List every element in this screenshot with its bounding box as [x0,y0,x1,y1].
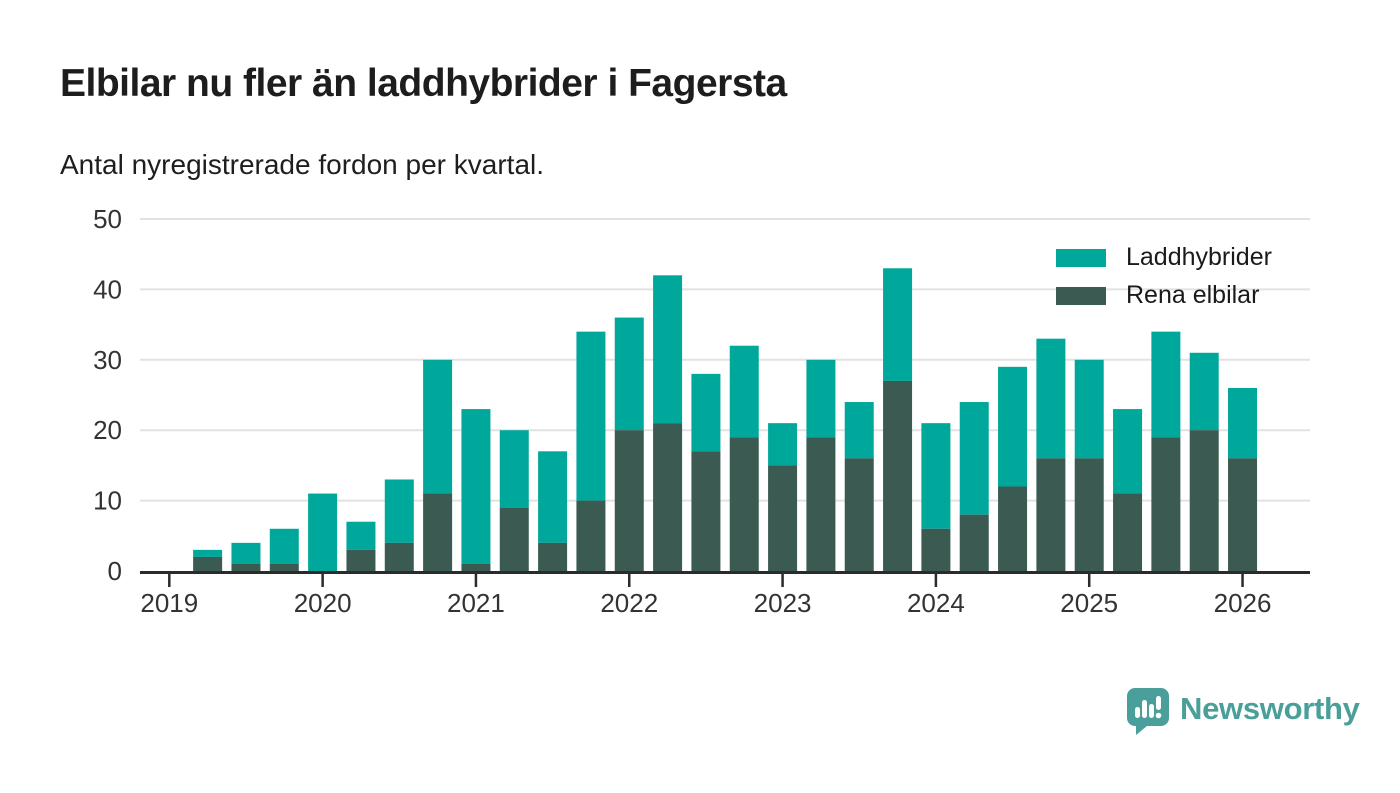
bar-segment-laddhybrider [231,542,261,564]
bar-segment-laddhybrider [269,528,299,564]
newsworthy-brand-name: Newsworthy [1180,691,1360,726]
bar-segment-rena-elbilar [499,507,529,571]
bar-segment-rena-elbilar [921,528,951,571]
legend-swatch-rena-elbilar-icon [1056,286,1106,305]
bar-segment-rena-elbilar [653,423,683,571]
bar-segment-rena-elbilar [461,563,491,571]
bar-segment-rena-elbilar [1189,430,1219,571]
legend-label: Laddhybrider [1126,243,1272,271]
bar-segment-laddhybrider [461,409,491,564]
bar-segment-rena-elbilar [538,542,568,571]
bar-segment-laddhybrider [1228,387,1258,459]
bar-segment-laddhybrider [614,317,644,431]
x-tick-label: 2026 [1214,588,1272,618]
bar-segment-laddhybrider [806,359,836,438]
y-tick-label: 0 [108,556,122,586]
bar-segment-rena-elbilar [346,549,376,571]
page-title: Elbilar nu fler än laddhybrider i Fagers… [60,62,787,105]
bar-segment-rena-elbilar [883,380,913,571]
bar-segment-laddhybrider [883,268,913,381]
bar-segment-rena-elbilar [423,493,453,571]
bar-segment-laddhybrider [423,359,453,494]
bar-segment-laddhybrider [1189,352,1219,431]
bar-segment-laddhybrider [384,479,414,543]
bar-segment-laddhybrider [308,493,338,571]
legend-label: Rena elbilar [1126,281,1260,309]
x-tick-label: 2020 [294,588,352,618]
bar-segment-laddhybrider [691,373,721,452]
y-tick-label: 40 [93,274,122,304]
bar-segment-laddhybrider [653,275,683,424]
bar-segment-laddhybrider [1151,331,1181,438]
x-tick-label: 2024 [907,588,965,618]
bar-segment-laddhybrider [768,423,798,466]
bar-segment-laddhybrider [1074,359,1104,459]
y-tick-label: 30 [93,345,122,375]
bar-segment-laddhybrider [998,366,1028,487]
bar-segment-laddhybrider [499,430,529,508]
bar-segment-rena-elbilar [1113,493,1143,571]
bar-segment-laddhybrider [538,451,568,543]
bar-segment-rena-elbilar [576,500,606,571]
bar-segment-rena-elbilar [691,451,721,571]
x-tick-label: 2025 [1060,588,1118,618]
bar-segment-rena-elbilar [231,563,261,571]
bar-segment-laddhybrider [1113,409,1143,494]
legend-item-laddhybrider: Laddhybrider [1056,243,1272,271]
newsworthy-logo-icon [1127,688,1169,735]
bar-segment-laddhybrider [576,331,606,501]
chart-legend: Laddhybrider Rena elbilar [1056,243,1272,309]
x-tick-label: 2022 [600,588,658,618]
bar-segment-laddhybrider [193,549,223,557]
y-tick-label: 20 [93,415,122,445]
bar-segment-laddhybrider [921,423,951,529]
bar-segment-rena-elbilar [729,437,759,571]
legend-swatch-laddhybrider-icon [1056,248,1106,267]
page-subtitle: Antal nyregistrerade fordon per kvartal. [60,149,545,180]
bar-segment-rena-elbilar [1228,458,1258,571]
bar-segment-rena-elbilar [768,465,798,571]
bar-segment-laddhybrider [729,345,759,438]
y-tick-label: 10 [93,486,122,516]
bar-segment-rena-elbilar [1151,437,1181,571]
x-tick-label: 2023 [754,588,812,618]
bar-segment-rena-elbilar [269,563,299,571]
bar-segment-rena-elbilar [614,430,644,571]
bar-segment-rena-elbilar [959,514,989,571]
legend-item-rena-elbilar: Rena elbilar [1056,281,1272,309]
bar-segment-laddhybrider [844,402,874,459]
bar-segment-rena-elbilar [844,458,874,571]
bar-segment-rena-elbilar [1036,458,1066,571]
y-tick-label: 50 [93,204,122,234]
bar-segment-laddhybrider [1036,338,1066,459]
bar-segment-rena-elbilar [384,542,414,571]
bar-segment-laddhybrider [346,521,376,550]
bar-segment-rena-elbilar [193,556,223,571]
bar-segment-rena-elbilar [998,486,1028,571]
x-tick-label: 2019 [140,588,198,618]
bar-segment-rena-elbilar [806,437,836,571]
x-tick-label: 2021 [447,588,505,618]
newsworthy-logo: Newsworthy [1127,688,1360,736]
bar-segment-rena-elbilar [1074,458,1104,571]
bar-segment-laddhybrider [959,402,989,515]
